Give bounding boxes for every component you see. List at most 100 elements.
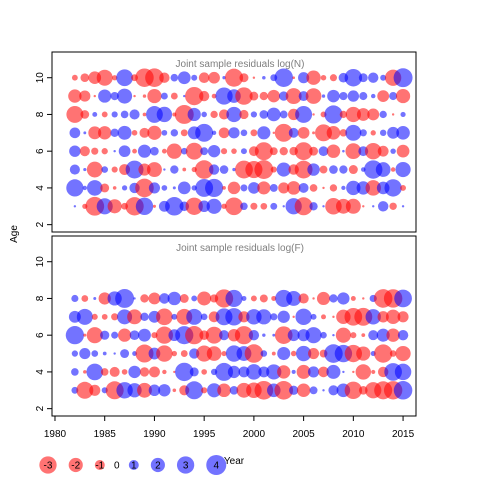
bubble-negative — [350, 295, 356, 301]
bubble-positive — [215, 362, 234, 381]
bubble-positive — [288, 127, 299, 138]
bubble-positive — [295, 105, 313, 123]
bubble-positive — [91, 350, 99, 357]
bubble-negative — [198, 72, 210, 84]
bubble-negative — [199, 90, 210, 102]
bubble-positive — [342, 149, 345, 153]
bubble-negative — [156, 308, 173, 326]
bubble-negative — [86, 327, 103, 344]
bubble-negative — [345, 198, 361, 214]
bubble-negative — [270, 166, 277, 173]
bubble-negative — [161, 148, 167, 154]
bubble-positive — [148, 384, 161, 397]
legend-bubble — [150, 457, 165, 473]
bubble-positive — [257, 126, 271, 140]
x-tick-label: 2000 — [243, 429, 266, 440]
bubble-positive — [241, 295, 247, 301]
bubble-positive — [113, 149, 116, 153]
bubble-negative — [222, 186, 226, 190]
bubble-positive — [215, 87, 233, 105]
bubble-negative — [98, 126, 112, 140]
bubble-negative — [296, 364, 311, 379]
bubble-positive — [368, 72, 379, 83]
y-tick-label: 10 — [35, 256, 46, 268]
bubble-positive — [384, 179, 402, 197]
bubble-positive — [337, 292, 350, 305]
bubble-negative — [80, 110, 90, 119]
bubble-positive — [240, 148, 247, 155]
bubble-negative — [185, 197, 203, 215]
legend-bubble — [39, 456, 57, 474]
bubble-negative — [312, 113, 315, 116]
bubble-positive — [163, 168, 166, 171]
bubble-positive — [120, 349, 130, 359]
legend-bubble — [176, 456, 195, 474]
panel-f: Joint sample residuals log(F) 2 4 6 8 10 — [35, 235, 417, 417]
bubble-positive — [266, 107, 281, 122]
bubble-negative — [194, 160, 214, 179]
bubble-positive — [86, 363, 104, 381]
bubble-positive — [225, 308, 243, 326]
bubble-positive — [158, 384, 171, 397]
bubble-negative — [390, 167, 396, 172]
bubble-positive — [246, 364, 262, 380]
bubble-negative — [100, 183, 110, 193]
bubble-negative — [109, 366, 120, 377]
bubble-negative — [185, 142, 203, 160]
bubble-negative — [206, 346, 222, 361]
bubble-positive — [129, 330, 140, 341]
bubble-positive — [198, 200, 210, 213]
bubble-positive — [133, 297, 136, 300]
x-tick-label: 2015 — [392, 429, 415, 440]
bubble-positive — [358, 73, 368, 83]
bubble-negative — [225, 197, 243, 216]
bubble-negative — [250, 295, 257, 302]
legend-label: 2 — [155, 461, 161, 472]
bubble-positive — [116, 382, 133, 399]
legend-bubble — [206, 455, 227, 475]
bubble-positive — [170, 129, 179, 137]
bubble-negative — [326, 126, 341, 140]
bubble-negative — [171, 350, 178, 357]
bubble-negative — [234, 326, 254, 345]
bubble-positive — [167, 291, 182, 306]
bubble-negative — [312, 131, 315, 135]
bubble-negative — [318, 366, 329, 378]
bubble-negative — [220, 148, 228, 155]
y-tick-label: 4 — [35, 369, 46, 375]
bubble-positive — [307, 366, 320, 378]
bubble-negative — [269, 147, 278, 156]
bubble-positive — [222, 76, 226, 80]
bubble-positive — [390, 148, 396, 154]
bubble-negative — [180, 350, 188, 357]
bubble-positive — [110, 91, 119, 101]
bubble-negative — [96, 69, 113, 86]
bubble-positive — [305, 327, 322, 344]
bubble-positive — [329, 165, 338, 174]
bubble-positive — [359, 129, 367, 137]
bubble-negative — [218, 109, 230, 120]
bubble-positive — [377, 201, 389, 212]
bubble-positive — [181, 147, 188, 155]
bubble-negative — [137, 382, 152, 398]
bubble-positive — [135, 197, 154, 215]
bubble-negative — [152, 204, 156, 208]
bubble-positive — [120, 110, 129, 119]
bubble-positive — [347, 90, 360, 102]
bubble-negative — [294, 142, 313, 161]
bubble-positive — [111, 331, 119, 339]
bubble-positive — [248, 329, 260, 341]
bubble-positive — [379, 129, 387, 137]
bubble-positive — [71, 350, 79, 357]
bubble-negative — [272, 131, 275, 135]
bubble-positive — [200, 147, 209, 156]
bubble-negative — [278, 182, 290, 194]
bubble-negative — [101, 111, 108, 118]
bubble-positive — [266, 364, 282, 380]
bubble-positive — [332, 333, 335, 337]
bubble-negative — [254, 160, 274, 179]
bubble-positive — [69, 164, 80, 175]
bubble-negative — [315, 124, 333, 142]
bubble-positive — [401, 205, 405, 208]
bubble-negative — [348, 165, 358, 175]
